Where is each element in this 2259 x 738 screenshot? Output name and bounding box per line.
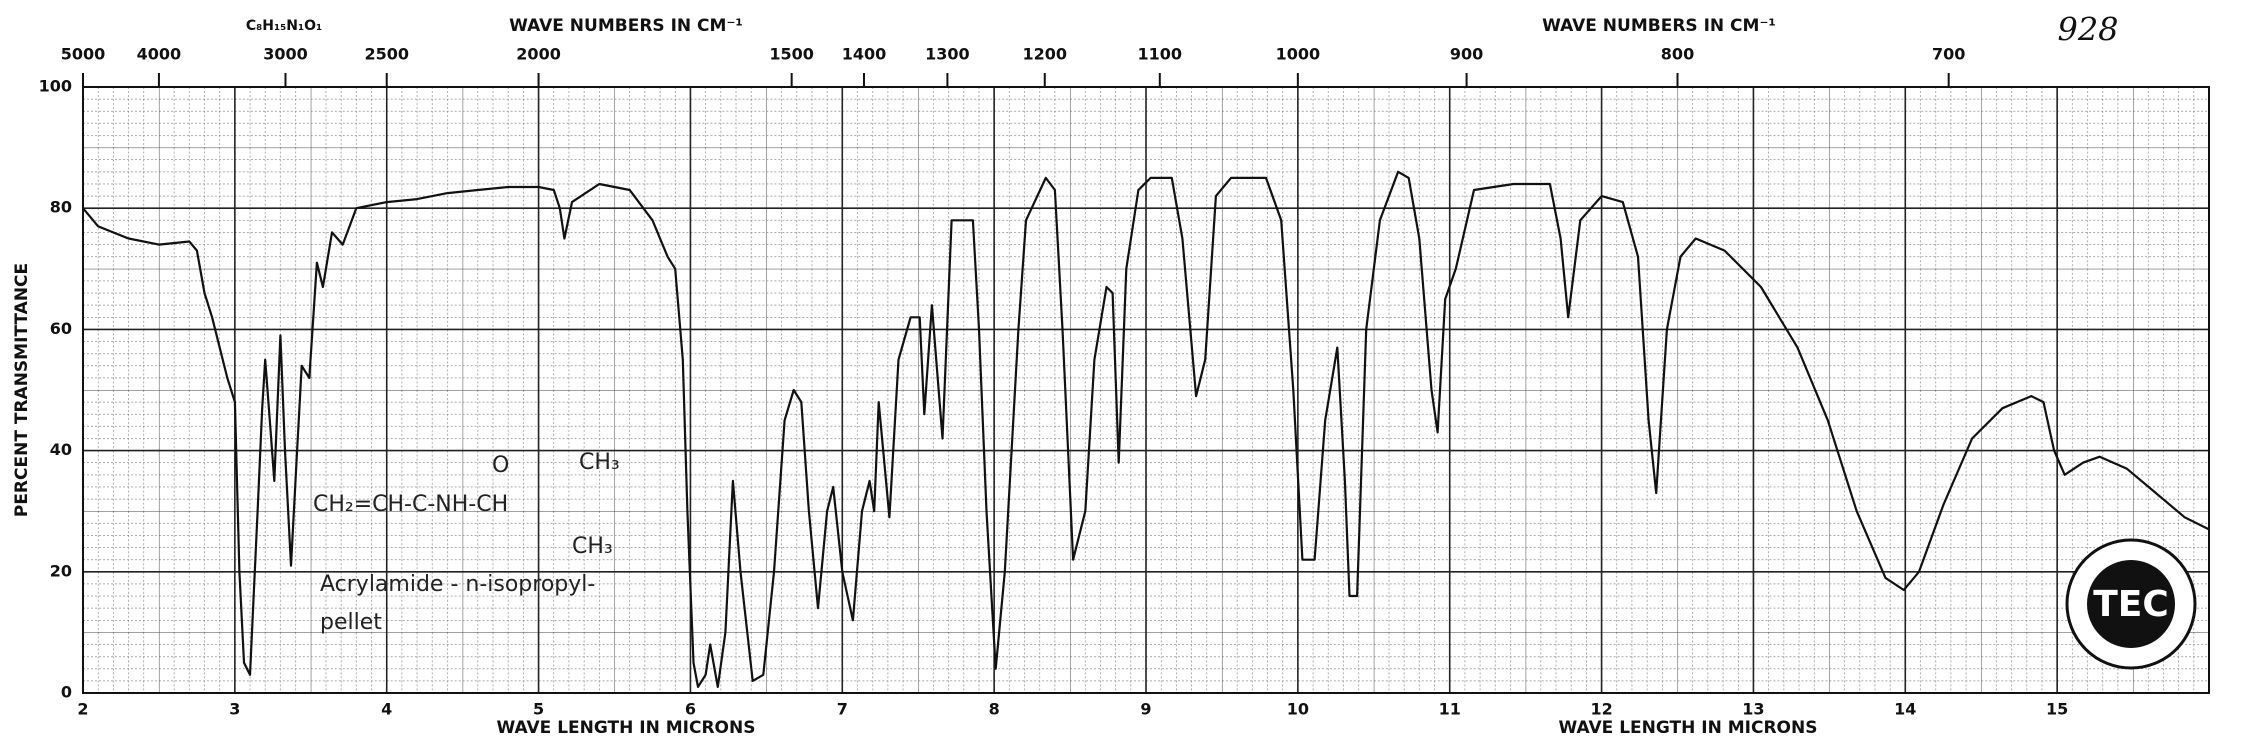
- x2-tick-label: 1000: [1276, 45, 1321, 64]
- y-tick-label: 60: [50, 319, 72, 338]
- top-axis-title: WAVE NUMBERS IN CM⁻¹: [509, 16, 743, 36]
- x-tick-label: 2: [77, 700, 88, 719]
- logo-text: TEC: [2093, 584, 2169, 625]
- y-tick-label: 100: [39, 77, 72, 96]
- formula: C₈H₁₅N₁O₁: [246, 18, 322, 34]
- x-axis-title: WAVE LENGTH IN MICRONS: [497, 718, 756, 738]
- x-tick-label: 7: [837, 700, 848, 719]
- plot-frame: [82, 86, 2210, 694]
- x-tick-label: 12: [1590, 700, 1612, 719]
- annotation: CH₃: [572, 534, 613, 559]
- x-axis-title: WAVE LENGTH IN MICRONS: [1559, 718, 1818, 738]
- x-tick-label: 3: [229, 700, 240, 719]
- x-tick-label: 8: [989, 700, 1000, 719]
- top-axis-title: WAVE NUMBERS IN CM⁻¹: [1542, 16, 1776, 36]
- x2-tick-label: 3000: [263, 45, 308, 64]
- x2-tick-label: 2000: [516, 45, 561, 64]
- x2-tick-label: 1300: [925, 45, 970, 64]
- y-tick-label: 20: [50, 561, 72, 580]
- x-tick-label: 5: [533, 700, 544, 719]
- x2-tick-label: 2500: [364, 45, 409, 64]
- y-tick-label: 0: [61, 683, 72, 702]
- x2-tick-label: 5000: [61, 45, 106, 64]
- x2-tick-label: 900: [1450, 45, 1483, 64]
- sample-number: 928: [2057, 11, 2118, 49]
- logo-disc: [2087, 560, 2175, 648]
- x-tick-label: 10: [1287, 700, 1309, 719]
- annotation: CH₂=CH-C-NH-CH: [313, 492, 508, 517]
- x-tick-label: 14: [1894, 700, 1916, 719]
- x-tick-label: 9: [1140, 700, 1151, 719]
- annotation: Acrylamide - n-isopropyl-: [320, 572, 595, 597]
- annotation: CH₃: [579, 450, 620, 475]
- x2-tick-label: 1400: [842, 45, 887, 64]
- x2-tick-label: 700: [1932, 45, 1965, 64]
- annotation: O: [492, 453, 509, 478]
- annotation: pellet: [320, 610, 382, 635]
- y-tick-label: 40: [50, 440, 72, 459]
- spectrum-line: [82, 170, 2210, 688]
- y-axis-title: PERCENT TRANSMITTANCE: [12, 263, 32, 517]
- x2-tick-label: 4000: [137, 45, 182, 64]
- x-tick-label: 6: [685, 700, 696, 719]
- x2-tick-label: 1200: [1022, 45, 1067, 64]
- x-tick-label: 15: [2046, 700, 2068, 719]
- x2-tick-label: 1500: [769, 45, 814, 64]
- x-tick-label: 4: [381, 700, 392, 719]
- x2-tick-label: 800: [1661, 45, 1694, 64]
- x-tick-label: 11: [1439, 700, 1461, 719]
- x2-tick-label: 1100: [1138, 45, 1183, 64]
- x-tick-label: 13: [1742, 700, 1764, 719]
- logo: TEC: [2065, 538, 2197, 670]
- y-tick-label: 80: [50, 198, 72, 217]
